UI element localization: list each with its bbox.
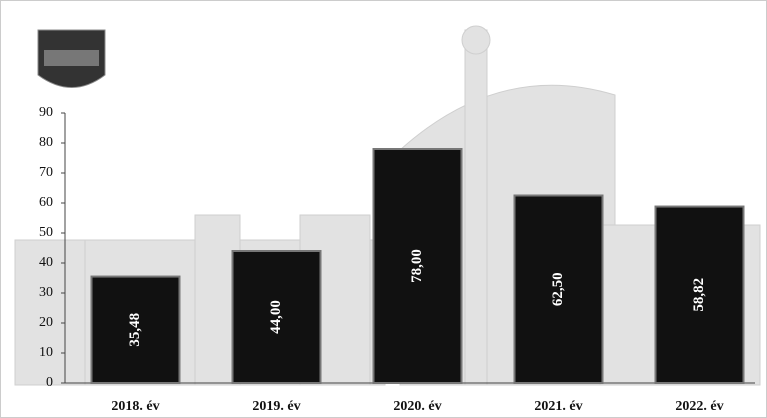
bar: [654, 205, 745, 384]
value-label: 62,50: [550, 272, 566, 306]
value-label: 78,00: [409, 249, 425, 283]
y-tick-label: 90: [39, 105, 53, 120]
y-tick-label: 50: [39, 225, 53, 240]
x-tick-label: 2022. év: [675, 399, 723, 414]
y-tick-label: 30: [39, 285, 53, 300]
value-label: 44,00: [268, 300, 284, 334]
x-tick-label: 2021. év: [534, 399, 582, 414]
y-tick-label: 40: [39, 255, 53, 270]
y-tick-label: 70: [39, 165, 53, 180]
y-tick-label: 80: [39, 135, 53, 150]
y-tick-label: 0: [46, 375, 53, 390]
y-tick-label: 10: [39, 345, 53, 360]
x-tick-label: 2020. év: [393, 399, 441, 414]
bar: [372, 148, 463, 384]
y-tick-label: 20: [39, 315, 53, 330]
bar: [90, 275, 181, 384]
x-tick-label: 2018. év: [111, 399, 159, 414]
logo: [37, 29, 106, 88]
value-label: 35,48: [127, 313, 143, 347]
x-tick-label: 2019. év: [252, 399, 300, 414]
value-label: 58,82: [691, 278, 707, 312]
bar: [231, 250, 322, 384]
y-tick-label: 60: [39, 195, 53, 210]
bar: [513, 194, 604, 384]
